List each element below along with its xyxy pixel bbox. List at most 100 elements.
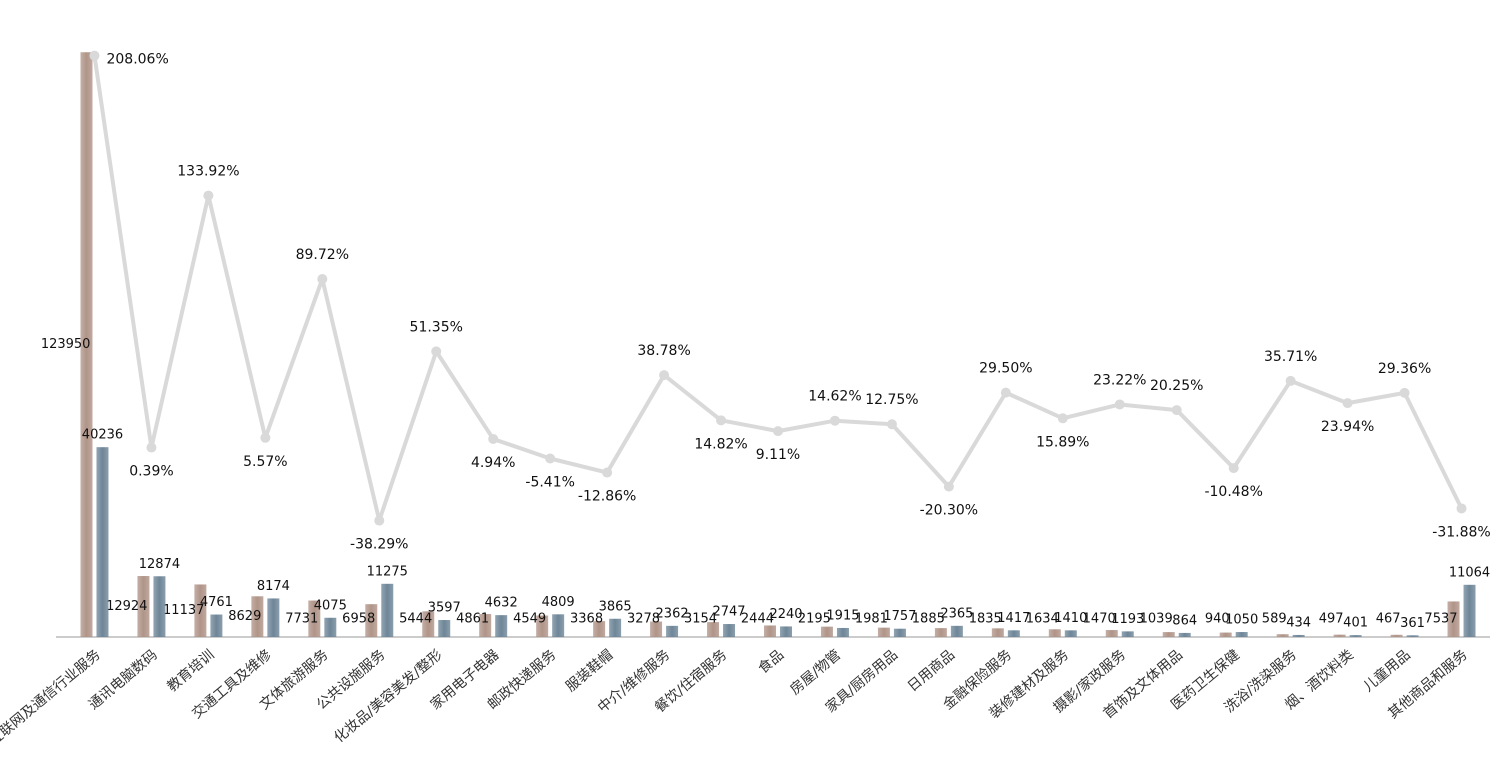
bar-value-label: 497 (1319, 612, 1344, 627)
x-tick-label: 教育培训 (164, 647, 217, 695)
bar-value-label: 1885 (912, 612, 945, 627)
line-value-label: 9.11% (756, 447, 800, 463)
x-tick-label: 化妆品/美容美发/整形 (331, 646, 446, 746)
bar-value-label: 11275 (367, 564, 408, 579)
bar (137, 576, 150, 637)
bar (1162, 632, 1175, 637)
line-point (146, 442, 157, 453)
line-value-label: 20.25% (1150, 378, 1203, 394)
bar-value-label: 3368 (570, 612, 603, 627)
bar-value-label: 1915 (826, 608, 859, 623)
bar (1390, 634, 1403, 637)
bar (96, 447, 109, 637)
bar (479, 614, 492, 637)
bar-value-label: 2240 (769, 607, 802, 622)
x-tick-label: 食品 (755, 646, 787, 677)
x-tick-label: 服装鞋帽 (563, 647, 616, 695)
bar (893, 628, 906, 637)
bar-value-label: 8174 (257, 579, 290, 594)
line-value-label: 89.72% (296, 247, 349, 263)
bar (609, 618, 622, 637)
bar-value-label: 123950 (41, 337, 91, 352)
line-value-label: 29.36% (1378, 361, 1431, 377)
line-point (1456, 503, 1467, 514)
bar (593, 621, 606, 637)
line-value-label: 51.35% (410, 319, 463, 335)
bar-value-label: 11064 (1449, 565, 1490, 580)
bar (1276, 634, 1289, 637)
line-value-label: -20.30% (920, 503, 978, 519)
line-point (431, 346, 442, 357)
line-value-label: -10.48% (1204, 484, 1262, 500)
line-point (1285, 375, 1296, 386)
bar-value-label: 1981 (855, 612, 888, 627)
bar (365, 604, 378, 637)
bar (1105, 630, 1118, 637)
bar (552, 614, 565, 637)
bar-value-label: 434 (1286, 615, 1311, 630)
line-value-label: 0.39% (129, 464, 173, 480)
line-point (89, 50, 100, 61)
x-tick-label: 日用商品 (905, 647, 958, 695)
bar-value-label: 12924 (106, 599, 147, 614)
bar (780, 626, 792, 637)
bar (1048, 629, 1061, 637)
line-point (602, 467, 613, 478)
bar (1121, 631, 1134, 637)
bar-value-label: 4632 (485, 596, 518, 611)
bar-value-label: 4075 (314, 598, 347, 613)
line-value-label: 14.82% (694, 436, 747, 452)
line-point (317, 273, 328, 284)
bar (536, 615, 549, 637)
x-tick-label: 房屋/物管 (787, 647, 844, 698)
bar (80, 52, 93, 637)
bar (1235, 632, 1248, 637)
line-value-label: 14.62% (808, 389, 861, 405)
line-value-label: -5.41% (525, 474, 575, 490)
line-point (1399, 387, 1410, 398)
bar-value-label: 589 (1262, 612, 1287, 627)
x-tick-label: 儿童用品 (1360, 646, 1414, 695)
line-point (260, 432, 271, 443)
bar-value-label: 3278 (627, 612, 660, 627)
bar-value-label: 3154 (684, 612, 717, 627)
line-value-label: 4.94% (471, 455, 515, 471)
bar-value-label: 2444 (741, 612, 774, 627)
bar-value-label: 2362 (656, 606, 689, 621)
bar-value-label: 2195 (798, 612, 831, 627)
bar-value-label: 1757 (883, 609, 916, 624)
bar-value-label: 4861 (456, 612, 489, 627)
bar-value-label: 4549 (513, 612, 546, 627)
bar-value-label: 1417 (997, 611, 1030, 626)
line-point (1342, 398, 1353, 409)
line-value-label: -12.86% (578, 489, 636, 505)
bar (650, 621, 663, 637)
line-value-label: 15.89% (1036, 434, 1089, 450)
bar (210, 614, 223, 637)
line-point (1228, 463, 1239, 474)
line-value-label: 29.50% (979, 361, 1032, 377)
line-value-label: 35.71% (1264, 349, 1317, 365)
bar (267, 598, 280, 637)
bar-value-label: 1470 (1083, 612, 1116, 627)
bar (723, 624, 736, 637)
bar (324, 617, 337, 637)
bar-value-label: 940 (1205, 612, 1230, 627)
line-value-label: 23.22% (1093, 372, 1146, 388)
bar (1007, 630, 1020, 637)
bar-value-label: 1634 (1026, 612, 1059, 627)
line-point (1114, 399, 1125, 410)
bar-value-label: 7731 (285, 611, 318, 626)
line-point (829, 415, 840, 426)
line-point (1000, 387, 1011, 398)
bar (820, 626, 833, 637)
bar (194, 584, 207, 637)
bar (666, 625, 679, 637)
bar (1349, 635, 1362, 637)
line-value-label: 23.94% (1321, 419, 1374, 435)
bar-value-label: 6958 (342, 612, 375, 627)
bar-value-label: 1039 (1140, 612, 1173, 627)
bar (153, 576, 166, 637)
bar (1219, 632, 1232, 637)
